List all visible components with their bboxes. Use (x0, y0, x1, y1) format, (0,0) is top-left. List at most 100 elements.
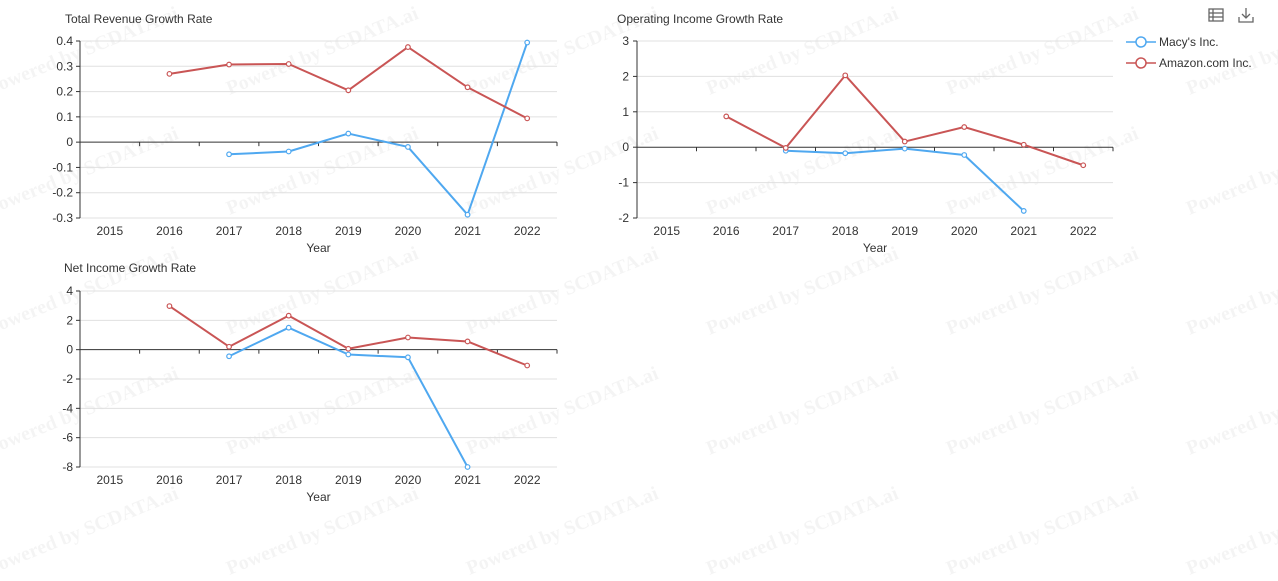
data-point-amazon[interactable] (464, 338, 471, 345)
data-point-amazon[interactable] (405, 334, 411, 341)
x-tick-label: 2021 (1010, 224, 1037, 238)
operating-income-growth-chart: Operating Income Growth Rate 3 2 1 0 -1 -2 2015… (617, 12, 1114, 255)
x-tick-label: 2022 (514, 473, 541, 487)
data-point-macys[interactable] (405, 144, 411, 150)
data-point-amazon[interactable] (226, 61, 232, 68)
data-point-macys[interactable] (464, 464, 471, 470)
watermark-text: Powered by SCDATA.ai (703, 482, 902, 580)
legend-swatch-amazon (1126, 56, 1156, 69)
y-tick-label: -8 (62, 460, 73, 474)
y-tick-label: -0.1 (52, 160, 73, 174)
y-tick-label: -2 (62, 372, 73, 386)
y-tick-label: 0.3 (56, 59, 73, 73)
data-point-amazon[interactable] (285, 61, 292, 67)
y-tick-label: -0.2 (52, 186, 73, 200)
data-point-amazon[interactable] (405, 44, 411, 50)
data-point-macys[interactable] (464, 211, 471, 218)
x-tick-label: 2017 (216, 224, 243, 238)
y-tick-label: 3 (622, 34, 629, 48)
x-tick-label: 2016 (156, 224, 183, 238)
x-tick-label: 2019 (335, 473, 362, 487)
data-point-macys[interactable] (1020, 208, 1027, 214)
y-tick-label: 2 (66, 313, 73, 327)
data-point-amazon[interactable] (782, 145, 789, 151)
y-tick-label: -0.3 (52, 211, 73, 225)
data-point-macys[interactable] (285, 324, 292, 331)
data-point-amazon[interactable] (524, 362, 531, 369)
y-tick-label: 0 (622, 140, 629, 154)
x-tick-label: 2015 (96, 473, 123, 487)
y-tick-label: 0 (66, 343, 73, 357)
data-point-amazon[interactable] (166, 303, 173, 310)
x-tick-label: 2022 (514, 224, 541, 238)
watermark-text: Powered by SCDATA.ai (703, 362, 902, 460)
x-axis-title: Year (863, 241, 887, 255)
data-view-icon[interactable] (1206, 5, 1226, 25)
legend-label: Macy's Inc. (1159, 34, 1219, 49)
data-point-amazon[interactable] (345, 345, 352, 352)
legend-swatch-macys (1126, 35, 1156, 48)
data-point-amazon[interactable] (285, 312, 292, 319)
y-tick-label: -6 (62, 431, 73, 445)
x-tick-label: 2020 (395, 224, 422, 238)
x-tick-label: 2016 (156, 473, 183, 487)
y-tick-label: -4 (62, 401, 73, 415)
legend-item-macys[interactable]: Macy's Inc. (1126, 31, 1252, 52)
data-point-macys[interactable] (961, 152, 968, 158)
data-point-amazon[interactable] (345, 87, 352, 94)
y-tick-label: 0 (66, 135, 73, 149)
x-tick-label: 2017 (772, 224, 799, 238)
data-point-amazon[interactable] (1020, 141, 1027, 148)
data-point-amazon[interactable] (226, 343, 232, 350)
data-point-amazon[interactable] (723, 113, 730, 120)
data-point-macys[interactable] (842, 150, 849, 157)
x-tick-label: 2018 (275, 224, 302, 238)
y-tick-label: 4 (66, 284, 73, 298)
data-point-amazon[interactable] (464, 84, 471, 91)
net-income-growth-chart: Net Income Growth Rate 4 2 0 -2 -4 -6 -8 2015 201… (62, 261, 558, 504)
download-icon[interactable] (1236, 5, 1256, 25)
x-tick-label: 2018 (832, 224, 859, 238)
x-tick-label: 2021 (454, 224, 481, 238)
x-tick-label: 2021 (454, 473, 481, 487)
y-tick-label: 0.4 (56, 34, 73, 48)
watermark-text: Powered by SCDATA.ai (943, 362, 1142, 460)
revenue-growth-chart: Total Revenue Growth Rate 0.4 0.3 0.2 0.1 0 -0… (52, 12, 558, 255)
watermark-text: Powered by SCDATA.ai (1183, 242, 1278, 340)
data-point-macys[interactable] (285, 148, 292, 155)
chart-toolbar (1206, 5, 1256, 25)
data-point-amazon[interactable] (166, 70, 173, 77)
data-point-amazon[interactable] (901, 138, 908, 145)
series-line-macys (785, 147, 1025, 212)
data-point-amazon[interactable] (961, 124, 968, 130)
x-tick-label: 2015 (96, 224, 123, 238)
y-tick-label: 1 (622, 105, 629, 119)
data-point-macys[interactable] (226, 151, 232, 158)
data-point-amazon[interactable] (524, 115, 531, 122)
data-point-macys[interactable] (345, 351, 352, 358)
series-line-amazon (725, 74, 1084, 167)
x-tick-label: 2017 (216, 473, 243, 487)
data-point-macys[interactable] (226, 353, 232, 360)
data-point-macys[interactable] (345, 130, 352, 137)
data-point-macys[interactable] (405, 354, 411, 361)
y-tick-label: -1 (618, 176, 629, 190)
x-tick-label: 2019 (335, 224, 362, 238)
x-tick-label: 2016 (713, 224, 740, 238)
legend-item-amazon[interactable]: Amazon.com Inc. (1126, 52, 1252, 73)
watermark-text: Powered by SCDATA.ai (1183, 482, 1278, 580)
series-line-amazon (169, 46, 528, 120)
legend-label: Amazon.com Inc. (1159, 55, 1252, 70)
x-tick-label: 2015 (653, 224, 680, 238)
data-point-amazon[interactable] (1080, 162, 1087, 169)
x-axis-title: Year (306, 241, 330, 255)
data-point-macys[interactable] (901, 145, 908, 152)
x-tick-label: 2020 (395, 473, 422, 487)
chart-title: Net Income Growth Rate (64, 261, 196, 275)
chart-title: Total Revenue Growth Rate (65, 12, 213, 26)
series-line-macys (229, 42, 529, 216)
data-point-macys[interactable] (524, 39, 531, 46)
chart-title: Operating Income Growth Rate (617, 12, 783, 26)
data-point-amazon[interactable] (842, 72, 849, 79)
watermark-text: Powered by SCDATA.ai (943, 482, 1142, 580)
